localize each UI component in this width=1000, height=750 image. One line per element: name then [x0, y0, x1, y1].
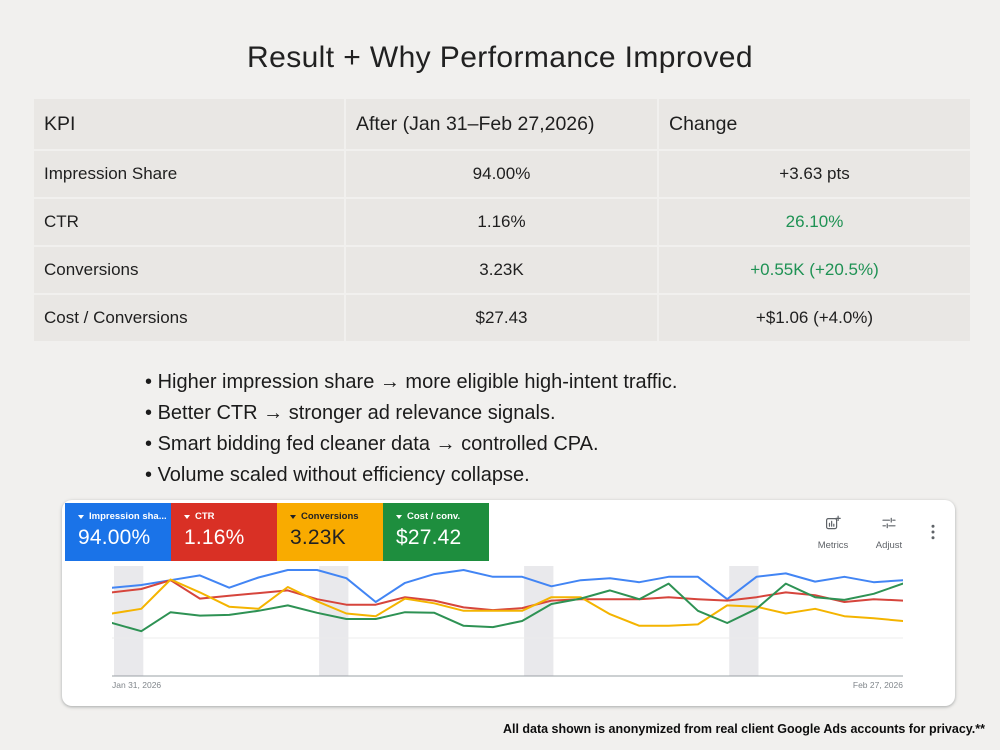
- metric-card-value: 94.00%: [78, 526, 151, 549]
- col-header-change: Change: [659, 99, 970, 149]
- table-row: Impression Share 94.00% +3.63 pts: [34, 151, 970, 197]
- axis-end-date: Feb 27, 2026: [852, 680, 903, 690]
- kpi-name: Impression Share: [34, 151, 344, 197]
- kpi-name: CTR: [34, 199, 344, 245]
- performance-line-chart: [112, 566, 903, 677]
- adjust-button[interactable]: Adjust: [871, 515, 907, 551]
- metric-card-label: Conversions: [301, 511, 359, 522]
- metric-card-label: CTR: [195, 511, 215, 522]
- table-row: CTR 1.16% 26.10%: [34, 199, 970, 245]
- more-options-button[interactable]: [927, 524, 939, 545]
- page-title: Result + Why Performance Improved: [247, 41, 753, 74]
- insight-bullet-list: Higher impression share → more eligible …: [145, 367, 678, 491]
- table-header-row: KPI After (Jan 31–Feb 27,2026) Change: [34, 99, 970, 149]
- metric-card-ctr[interactable]: CTR 1.16%: [171, 503, 277, 561]
- dropdown-arrow-icon: [396, 514, 402, 519]
- metric-card-value: $27.42: [396, 526, 462, 549]
- metric-card-conversions[interactable]: Conversions 3.23K: [277, 503, 383, 561]
- kpi-table: KPI After (Jan 31–Feb 27,2026) Change Im…: [32, 97, 972, 343]
- ads-dashboard-panel: Impression sha... 94.00% CTR 1.16% Conve…: [62, 500, 955, 706]
- kpi-after-value: 3.23K: [346, 247, 657, 293]
- kpi-after-value: 1.16%: [346, 199, 657, 245]
- table-row: Cost / Conversions $27.43 +$1.06 (+4.0%): [34, 295, 970, 341]
- col-header-kpi: KPI: [34, 99, 344, 149]
- adjust-button-label: Adjust: [875, 540, 903, 551]
- x-axis-labels: Jan 31, 2026 Feb 27, 2026: [112, 680, 903, 694]
- metrics-chart-plus-icon: [825, 515, 841, 536]
- bullet-item: Smart bidding fed cleaner data → control…: [145, 429, 677, 460]
- kpi-name: Cost / Conversions: [34, 295, 344, 341]
- axis-start-date: Jan 31, 2026: [112, 680, 162, 690]
- table-row: Conversions 3.23K +0.55K (+20.5%): [34, 247, 970, 293]
- kpi-change-value: 26.10%: [659, 199, 970, 245]
- bullet-item: Higher impression share → more eligible …: [145, 367, 678, 398]
- metric-card-value: 3.23K: [290, 526, 346, 549]
- dropdown-arrow-icon: [78, 514, 84, 519]
- metric-card-label: Impression sha...: [89, 511, 167, 522]
- kpi-change-value: +3.63 pts: [659, 151, 970, 197]
- bullet-item: Better CTR → stronger ad relevance signa…: [145, 398, 677, 429]
- dropdown-arrow-icon: [184, 514, 190, 519]
- kpi-after-value: 94.00%: [346, 151, 657, 197]
- adjust-sliders-icon: [881, 515, 897, 536]
- metric-card-impression-share[interactable]: Impression sha... 94.00%: [65, 503, 171, 561]
- metrics-button[interactable]: Metrics: [815, 515, 851, 551]
- kpi-change-value: +$1.06 (+4.0%): [659, 295, 970, 341]
- metrics-button-label: Metrics: [817, 540, 849, 551]
- col-header-after: After (Jan 31–Feb 27,2026): [346, 99, 657, 149]
- kpi-after-value: $27.43: [346, 295, 657, 341]
- bullet-item: Volume scaled without efficiency collaps…: [145, 460, 677, 491]
- metric-card-cost-per-conv[interactable]: Cost / conv. $27.42: [383, 503, 489, 561]
- metric-card-row: Impression sha... 94.00% CTR 1.16% Conve…: [65, 503, 489, 561]
- privacy-disclaimer: All data shown is anonymized from real c…: [502, 722, 985, 736]
- kpi-change-value: +0.55K (+20.5%): [659, 247, 970, 293]
- kpi-name: Conversions: [34, 247, 344, 293]
- dropdown-arrow-icon: [290, 514, 296, 519]
- performance-chart-area: Jan 31, 2026 Feb 27, 2026: [112, 566, 903, 694]
- chart-toolbar: Metrics Adjust: [815, 515, 939, 551]
- metric-card-label: Cost / conv.: [407, 511, 461, 522]
- kebab-menu-icon: [931, 524, 935, 544]
- metric-card-value: 1.16%: [184, 526, 245, 549]
